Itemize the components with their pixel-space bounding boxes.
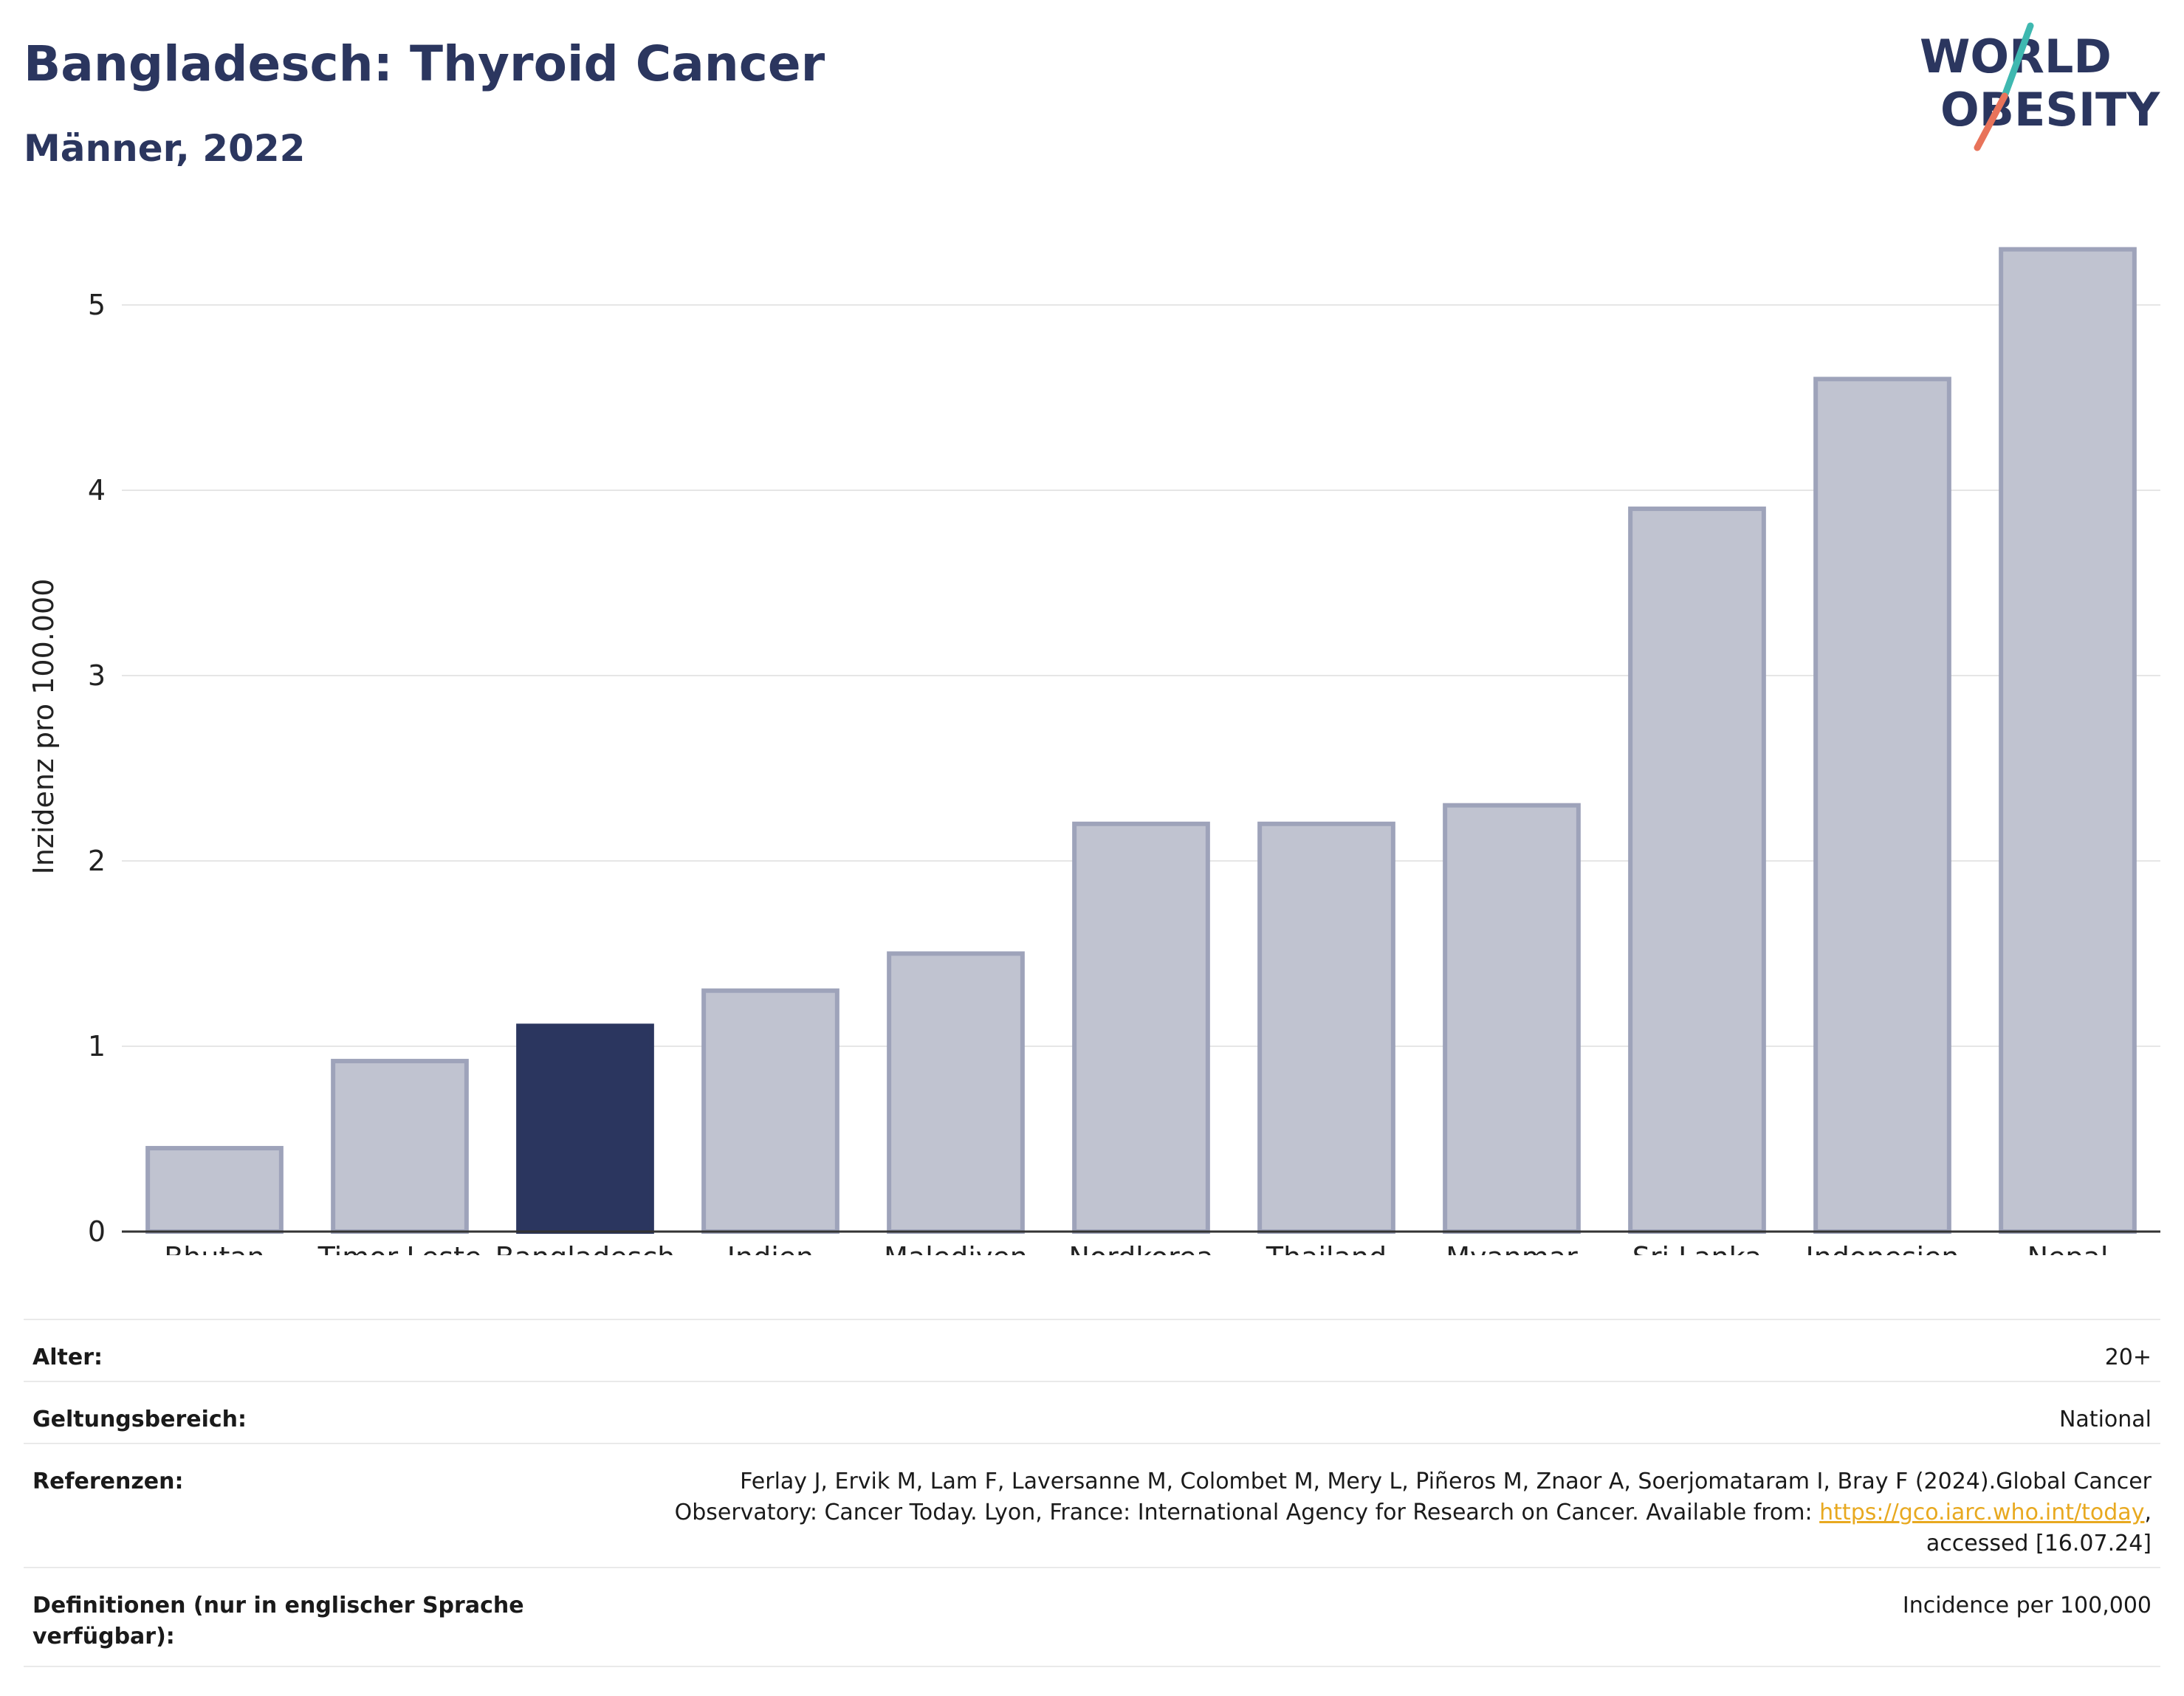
- bar: [701, 988, 839, 1235]
- references-text: Ferlay J, Ervik M, Lam F, Laversanne M, …: [674, 1469, 2152, 1525]
- bar: [1813, 377, 1951, 1235]
- definitions-label: Definitionen (nur in englischer Sprache …: [32, 1593, 524, 1649]
- x-tick-label: Sri Lanka: [1632, 1241, 1762, 1255]
- x-tick-label: Thailand: [1266, 1241, 1387, 1255]
- page-title: Bangladesch: Thyroid Cancer: [24, 35, 825, 92]
- logo-line-2: OBESITY: [1940, 83, 2160, 137]
- bar-chart: Bhutan Timor-Leste Bangladesch Indien Maledi…: [27, 247, 2160, 1255]
- x-tick-label: Malediven: [884, 1241, 1028, 1255]
- bar: [1257, 821, 1395, 1234]
- age-label: Alter:: [32, 1345, 103, 1370]
- y-axis-title: Inzidenz pro 100.000: [27, 579, 60, 875]
- logo-slash-bottom: [1974, 92, 2008, 151]
- x-axis-labels: Bhutan Timor-Leste Bangladesch Indien Maledi…: [164, 1241, 2108, 1255]
- logo-slash-top: [2001, 22, 2034, 100]
- info-row-definitions: Definitionen (nur in englischer Sprache …: [24, 1567, 2160, 1667]
- y-tick-label: 2: [88, 845, 106, 877]
- y-tick-label: 3: [88, 659, 106, 692]
- info-row-age: Alter: 20+: [24, 1319, 2160, 1381]
- references-link[interactable]: https://gco.iarc.who.int/today: [1819, 1500, 2145, 1525]
- references-accessed: , accessed [16.07.24]: [1926, 1500, 2152, 1556]
- x-tick-label: Nordkorea: [1068, 1241, 1213, 1255]
- definitions-value: Incidence per 100,000: [1902, 1593, 2152, 1618]
- bar: [1443, 803, 1581, 1234]
- world-obesity-logo: WORLD OBESITY: [1920, 22, 2160, 151]
- info-row-scope: Geltungsbereich: National: [24, 1381, 2160, 1443]
- bar: [1999, 247, 2137, 1235]
- page-subtitle: Männer, 2022: [24, 127, 306, 170]
- bar: [1072, 821, 1210, 1234]
- bars: [145, 247, 2137, 1235]
- bar: [887, 951, 1025, 1235]
- y-tick-label: 5: [88, 289, 106, 321]
- x-tick-label: Bangladesch: [495, 1241, 676, 1255]
- x-tick-label: Timor-Leste: [317, 1241, 482, 1255]
- scope-label: Geltungsbereich:: [32, 1407, 247, 1432]
- y-tick-label: 0: [88, 1215, 106, 1248]
- references-value: Ferlay J, Ervik M, Lam F, Laversanne M, …: [601, 1466, 2152, 1559]
- x-tick-label: Myanmar: [1446, 1241, 1578, 1255]
- x-tick-label: Indonesien: [1806, 1241, 1960, 1255]
- y-tick-label: 4: [88, 474, 106, 507]
- y-axis-labels: 0 1 2 3 4 5: [88, 289, 106, 1248]
- bar: [331, 1059, 469, 1234]
- bar-highlight: [516, 1023, 654, 1234]
- x-tick-label: Indien: [727, 1241, 814, 1255]
- bar: [1628, 507, 1766, 1234]
- scope-value: National: [2058, 1407, 2152, 1432]
- info-row-references: Referenzen: Ferlay J, Ervik M, Lam F, La…: [24, 1443, 2160, 1567]
- x-tick-label: Nepal: [2027, 1241, 2109, 1255]
- x-tick-label: Bhutan: [164, 1241, 265, 1255]
- bar: [145, 1146, 284, 1235]
- age-value: 20+: [2104, 1345, 2152, 1370]
- references-label: Referenzen:: [32, 1469, 184, 1494]
- y-tick-label: 1: [88, 1030, 106, 1062]
- info-table: Alter: 20+ Geltungsbereich: National Ref…: [24, 1319, 2160, 1667]
